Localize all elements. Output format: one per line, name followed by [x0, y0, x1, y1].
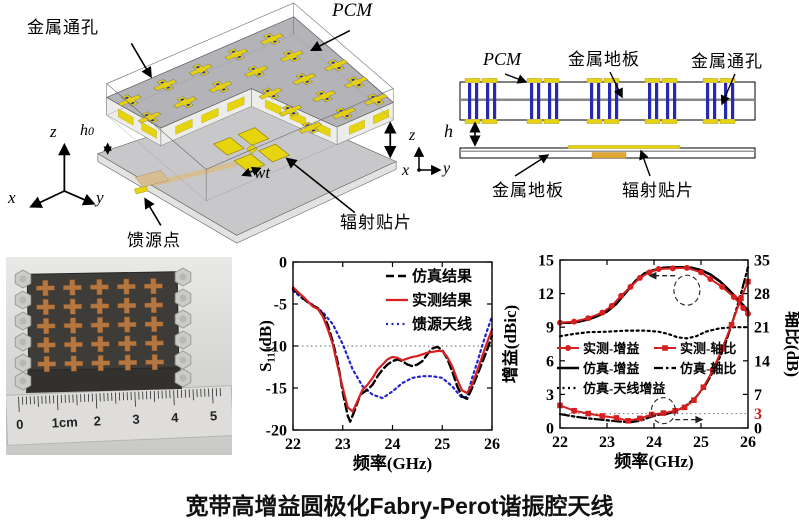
- svg-text:4: 4: [171, 410, 180, 425]
- series-sim-feed-gain: [558, 326, 750, 340]
- svg-text:6: 6: [546, 353, 554, 370]
- antenna-3d-svg: [29, 2, 397, 244]
- svg-text:0: 0: [279, 255, 287, 272]
- svg-text:-10: -10: [266, 339, 287, 356]
- svg-text:24: 24: [646, 434, 662, 451]
- svg-text:23: 23: [335, 436, 351, 453]
- svg-text:实测结果: 实测结果: [412, 291, 473, 309]
- svg-text:14: 14: [754, 353, 770, 370]
- pcm-label-side: PCM: [483, 49, 521, 69]
- radiating-patch-label-3d: 辐射贴片: [340, 213, 412, 232]
- svg-text:5: 5: [210, 408, 218, 423]
- x-axis-label-3d: x: [8, 188, 16, 207]
- svg-text:1cm: 1cm: [51, 414, 78, 430]
- svg-text:-20: -20: [266, 423, 287, 440]
- gain-axial-ratio-chart: 22 23 24 25 26 0 3 6 9 12 15 0 7 14 21 28 35 3 频率(GHz) 增益(d…: [500, 250, 799, 482]
- series-feed-antenna: [291, 289, 494, 400]
- wt-label: wt: [254, 163, 271, 182]
- svg-text:轴比(dB): 轴比(dB): [783, 311, 799, 377]
- antenna-side-view: PCM 金属地板 金属通孔 h 金属地板 辐射贴片 z x y: [400, 30, 799, 245]
- svg-text:21: 21: [754, 320, 770, 337]
- feed-point-label: 馈源点: [127, 231, 181, 250]
- radiating-patch-label-side: 辐射贴片: [622, 181, 694, 200]
- svg-text:频率(GHz): 频率(GHz): [353, 453, 432, 473]
- svg-text:3: 3: [546, 387, 554, 404]
- svg-text:24: 24: [385, 436, 401, 453]
- h0-label: h0: [80, 122, 94, 140]
- svg-text:3: 3: [754, 406, 762, 423]
- s11-svg: 22 23 24 25 26 0 -5 -10 -15 -20 频率(GHz) S₁₁(dB) 馈源天线…: [256, 255, 500, 474]
- y-axis-label-side: y: [443, 160, 451, 177]
- h-label: h: [444, 121, 453, 141]
- svg-text:实测-增益: 实测-增益: [583, 341, 639, 356]
- prototype-photo: 0 1cm 2 3 4 5: [4, 257, 234, 455]
- y-axis-label-3d: y: [96, 188, 104, 207]
- svg-text:26: 26: [740, 434, 756, 451]
- antenna-3d-diagram: 金属通孔 PCM h0 z x y wt 馈源点 辐射贴片: [0, 0, 430, 255]
- svg-text:22: 22: [552, 434, 568, 451]
- svg-text:0: 0: [754, 421, 762, 438]
- svg-text:25: 25: [693, 434, 709, 451]
- ground-bottom-label: 金属地板: [492, 181, 564, 200]
- x-axis-label-side: x: [402, 162, 410, 179]
- svg-text:-15: -15: [266, 381, 287, 398]
- series-measured: [291, 286, 494, 413]
- svg-text:35: 35: [754, 253, 770, 270]
- gain-axial-ratio-svg: 22 23 24 25 260369121507142128353频率(GHz)增益(d…: [500, 253, 799, 472]
- svg-text:15: 15: [538, 253, 554, 270]
- svg-text:仿真-天线增益: 仿真-天线增益: [583, 381, 665, 396]
- svg-text:-5: -5: [274, 297, 287, 314]
- svg-text:0: 0: [16, 417, 24, 432]
- svg-text:28: 28: [754, 286, 770, 303]
- svg-text:馈源天线: 馈源天线: [411, 315, 472, 333]
- z-axis-label-3d: z: [50, 122, 57, 141]
- svg-text:仿真-轴比: 仿真-轴比: [680, 361, 736, 376]
- svg-text:实测-轴比: 实测-轴比: [680, 341, 736, 356]
- svg-text:7: 7: [754, 387, 762, 404]
- svg-text:增益(dBic): 增益(dBic): [502, 305, 520, 383]
- ground-top-label: 金属地板: [568, 50, 640, 69]
- svg-text:22: 22: [285, 436, 301, 453]
- series-simulated: [291, 287, 494, 423]
- via-label-side: 金属通孔: [691, 52, 763, 71]
- figure-caption: 宽带高增益圆极化Fabry-Perot谐振腔天线: [185, 493, 614, 519]
- svg-text:3: 3: [132, 412, 140, 427]
- svg-text:仿真结果: 仿真结果: [412, 267, 473, 285]
- svg-text:25: 25: [434, 436, 450, 453]
- svg-text:12: 12: [538, 286, 554, 303]
- z-axis-label-side: z: [409, 127, 416, 144]
- svg-text:9: 9: [546, 320, 554, 337]
- antenna-side-svg: [413, 71, 756, 177]
- h0-subscript: 0: [88, 124, 94, 138]
- h0-symbol: h: [80, 122, 88, 139]
- svg-text:0: 0: [546, 421, 554, 438]
- svg-text:2: 2: [93, 413, 101, 428]
- svg-text:仿真-增益: 仿真-增益: [583, 361, 639, 376]
- via-label-3d: 金属通孔: [27, 18, 99, 37]
- svg-text:23: 23: [599, 434, 615, 451]
- svg-text:26: 26: [484, 436, 500, 453]
- pcm-label-3d: PCM: [332, 0, 373, 21]
- s11-chart: 22 23 24 25 26 0 -5 -10 -15 -20 频率(GHz) S₁₁(dB) 馈源天线…: [256, 250, 502, 482]
- svg-text:频率(GHz): 频率(GHz): [614, 451, 693, 471]
- svg-text:S₁₁(dB): S₁₁(dB): [258, 320, 275, 372]
- prototype-photo-svg: 0 1cm 2 3 4 5: [4, 267, 234, 446]
